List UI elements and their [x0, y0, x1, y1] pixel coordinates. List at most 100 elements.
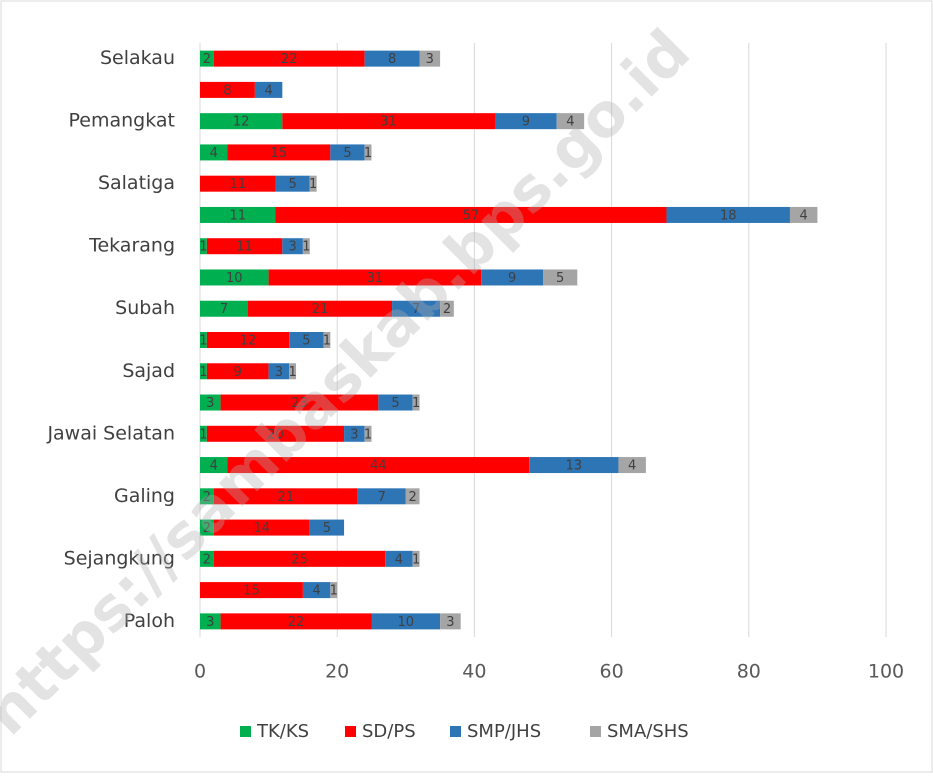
bar-segment [227, 457, 530, 474]
legend-label: SMP/JHS [467, 721, 541, 742]
data-label: 57 [463, 208, 480, 223]
bar-segment [323, 332, 331, 348]
bar-segment [789, 206, 818, 223]
y-tick-label: Galing [114, 485, 175, 507]
bar-segment [481, 269, 543, 286]
bar-segment [405, 488, 420, 505]
bar-segment [268, 269, 482, 286]
data-label: 3 [206, 615, 214, 630]
data-label: 5 [302, 334, 310, 349]
data-label: 7 [378, 490, 386, 505]
y-tick-label: Salatiga [98, 172, 175, 194]
bar-segment [419, 50, 441, 67]
data-label: 1 [364, 146, 372, 161]
bar-segment [200, 582, 303, 599]
data-label: 4 [628, 459, 636, 474]
data-label: 7 [220, 302, 228, 317]
bar-segment [200, 332, 207, 348]
bar-segment [200, 550, 214, 567]
data-label: 18 [720, 208, 737, 223]
data-label: 22 [281, 52, 298, 67]
bar-segment [268, 363, 290, 380]
data-label: 10 [398, 615, 415, 630]
y-tick-label: Paloh [124, 610, 175, 632]
bar-segment [200, 269, 269, 286]
data-label: 21 [312, 302, 329, 317]
data-label: 11 [236, 240, 253, 255]
data-label: 9 [508, 271, 516, 286]
data-label: 2 [409, 490, 417, 505]
data-label: 7 [412, 302, 420, 317]
data-label: 1 [364, 427, 372, 442]
data-label: 44 [370, 459, 387, 474]
bar-segment [200, 519, 214, 536]
data-label: 1 [330, 584, 338, 599]
data-label: 11 [229, 177, 246, 192]
bar-segment [200, 81, 255, 98]
data-label: 14 [253, 521, 270, 536]
bar-segment [282, 113, 495, 130]
data-label: 25 [291, 552, 308, 567]
bar-segment [200, 613, 221, 630]
bar-segment [200, 394, 221, 411]
legend-swatch [590, 726, 601, 737]
data-label: 15 [271, 146, 288, 161]
bar-segment [200, 363, 207, 380]
data-label: 12 [240, 334, 257, 349]
bar-segment [289, 363, 297, 380]
data-label: 9 [522, 115, 530, 130]
data-label: 15 [243, 584, 260, 599]
y-tick-label: Selakau [100, 47, 175, 69]
data-label: 11 [229, 208, 246, 223]
data-label: 12 [233, 115, 250, 130]
bar-segment [200, 238, 207, 255]
bar-segment [289, 332, 324, 348]
x-tick-label: 0 [194, 661, 206, 683]
y-tick-label: Sejangkung [64, 547, 175, 569]
bar-segment [200, 113, 283, 130]
data-label: 3 [288, 240, 296, 255]
bar-segment [275, 206, 667, 223]
data-label: 3 [446, 615, 454, 630]
legend-swatch [450, 726, 461, 737]
bar-segment [543, 269, 578, 286]
bar-segment [412, 394, 420, 411]
data-label: 1 [199, 334, 207, 349]
data-label: 1 [302, 240, 310, 255]
bar-segment [200, 206, 276, 223]
data-label: 2 [203, 552, 211, 567]
x-tick-label: 100 [868, 661, 904, 683]
bar-segment [494, 113, 557, 130]
data-label: 2 [203, 521, 211, 536]
data-label: 4 [395, 552, 403, 567]
bar-segment [330, 144, 365, 161]
data-label: 4 [312, 584, 320, 599]
bar-segment [200, 425, 207, 442]
bar-segment [200, 50, 214, 67]
bar-segment [213, 519, 310, 536]
bar-segment [213, 50, 365, 67]
data-label: 1 [323, 334, 331, 349]
x-tick-label: 40 [462, 661, 486, 683]
bar-segment [529, 457, 619, 474]
bar-segment [200, 144, 228, 161]
bar-segment [330, 582, 338, 599]
bar-segment [309, 519, 345, 536]
bar-segment [213, 550, 386, 567]
bar-segment [440, 300, 454, 317]
data-label: 8 [388, 52, 396, 67]
bar-segment [344, 425, 365, 442]
bar-segment [200, 300, 249, 317]
bar-segment [220, 394, 379, 411]
data-label: 1 [199, 365, 207, 380]
bar-segment [206, 238, 283, 255]
bar-segment [440, 613, 461, 630]
legend-label: SD/PS [362, 721, 416, 742]
data-label: 1 [199, 427, 207, 442]
data-label: 21 [277, 490, 294, 505]
data-label: 3 [426, 52, 434, 67]
bar-segment [206, 363, 269, 380]
y-tick-label: Tekarang [88, 235, 175, 257]
data-label: 9 [234, 365, 242, 380]
